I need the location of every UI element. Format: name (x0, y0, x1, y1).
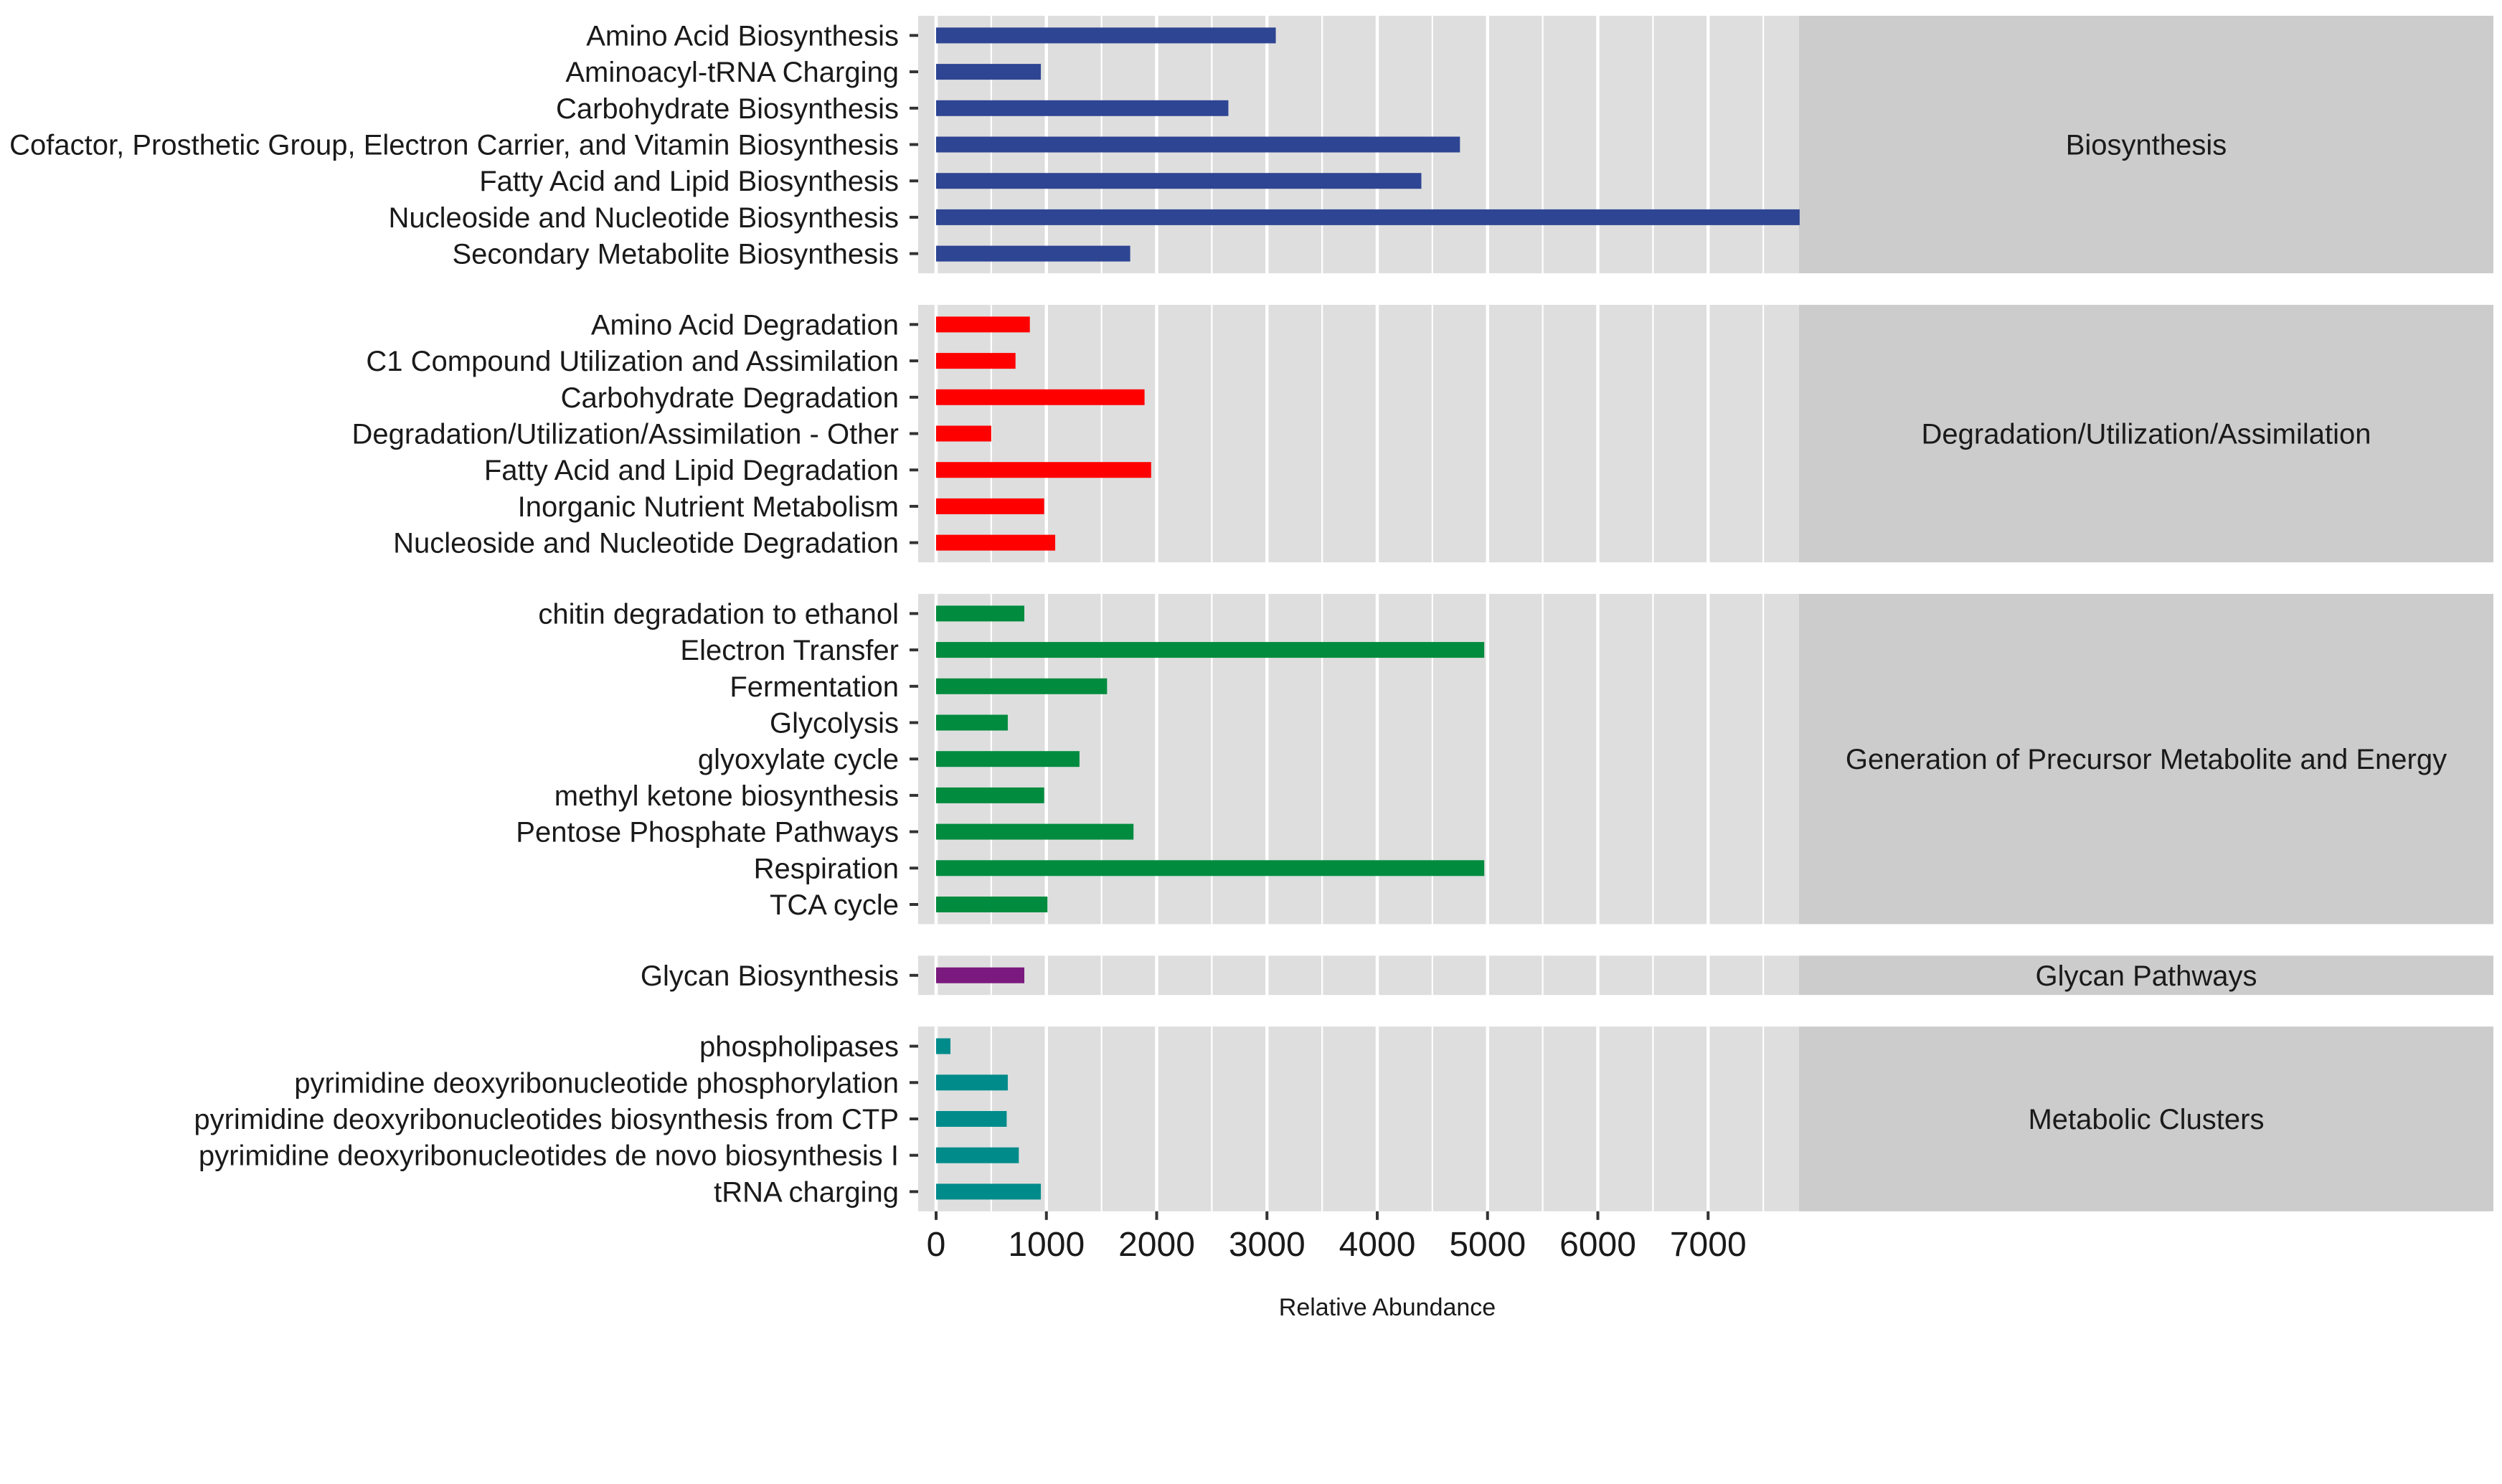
facet-strip-label: Generation of Precursor Metabolite and E… (1846, 744, 2447, 775)
category-label: Inorganic Nutrient Metabolism (518, 491, 899, 523)
bar-pyrimidine-deoxyribonucleotides-de-novo-biosynthesis-i[interactable] (936, 1147, 1019, 1163)
category-label: Glycolysis (770, 708, 899, 739)
facet-strip-label: Biosynthesis (2066, 130, 2227, 161)
category-label: Fatty Acid and Lipid Degradation (484, 455, 899, 486)
category-label: glyoxylate cycle (698, 744, 899, 775)
bar-fermentation[interactable] (936, 678, 1108, 694)
bar-degradation-utilization-assimilation-other[interactable] (936, 425, 991, 442)
bar-pyrimidine-deoxyribonucleotide-phosphorylation[interactable] (936, 1074, 1008, 1091)
bar-fatty-acid-and-lipid-biosynthesis[interactable] (936, 173, 1422, 189)
category-label: Fermentation (730, 671, 899, 703)
facet-strip-label: Metabolic Clusters (2028, 1104, 2264, 1135)
bar-pentose-phosphate-pathways[interactable] (936, 823, 1134, 840)
category-label: Glycan Biosynthesis (641, 960, 899, 992)
category-label: chitin degradation to ethanol (538, 598, 899, 630)
x-tick-label: 0 (927, 1226, 946, 1264)
facet-strip-generation-of-precursor-metabolite-and-energy (1799, 594, 2493, 925)
category-label: Amino Acid Degradation (591, 309, 899, 341)
bar-trna-charging[interactable] (936, 1183, 1042, 1200)
category-label: Amino Acid Biosynthesis (586, 20, 899, 52)
bar-nucleoside-and-nucleotide-biosynthesis[interactable] (936, 209, 1800, 225)
category-label: pyrimidine deoxyribonucleotides de novo … (199, 1140, 899, 1172)
x-tick-label: 2000 (1118, 1226, 1195, 1264)
bar-secondary-metabolite-biosynthesis[interactable] (936, 245, 1130, 262)
panel-background-degradation-utilization-assimilation (918, 305, 1799, 562)
category-label: Pentose Phosphate Pathways (516, 817, 899, 849)
category-label: Nucleoside and Nucleotide Biosynthesis (388, 202, 899, 234)
bar-carbohydrate-degradation[interactable] (936, 389, 1145, 405)
category-label: C1 Compound Utilization and Assimilation (366, 346, 899, 377)
category-label: Aminoacyl-tRNA Charging (565, 57, 899, 88)
category-label: pyrimidine deoxyribonucleotide phosphory… (294, 1067, 899, 1099)
bar-glycolysis[interactable] (936, 714, 1008, 731)
panel-background-glycan-pathways (918, 955, 1799, 996)
category-label: Fatty Acid and Lipid Biosynthesis (479, 166, 899, 197)
category-label: phospholipases (699, 1031, 899, 1063)
category-label: Secondary Metabolite Biosynthesis (452, 239, 899, 270)
category-label: Cofactor, Prosthetic Group, Electron Car… (9, 130, 899, 161)
bar-aminoacyl-trna-charging[interactable] (936, 64, 1042, 80)
category-label: pyrimidine deoxyribonucleotides biosynth… (194, 1104, 899, 1135)
facet-strip-metabolic-clusters (1799, 1026, 2493, 1211)
bar-glyoxylate-cycle[interactable] (936, 751, 1080, 767)
bar-methyl-ketone-biosynthesis[interactable] (936, 787, 1044, 803)
category-label: Carbohydrate Biosynthesis (556, 93, 899, 125)
category-label: Degradation/Utilization/Assimilation - O… (351, 419, 899, 450)
bar-carbohydrate-biosynthesis[interactable] (936, 100, 1229, 116)
bar-pyrimidine-deoxyribonucleotides-biosynthesis-from-ctp[interactable] (936, 1111, 1007, 1127)
category-label: Electron Transfer (680, 635, 899, 666)
x-tick-label: 1000 (1008, 1226, 1085, 1264)
bar-respiration[interactable] (936, 860, 1485, 876)
bar-fatty-acid-and-lipid-degradation[interactable] (936, 462, 1151, 478)
bar-glycan-biosynthesis[interactable] (936, 967, 1024, 983)
panel-background-metabolic-clusters (918, 1026, 1799, 1211)
facet-strip-label: Degradation/Utilization/Assimilation (1922, 419, 2371, 450)
facet-strip-label: Glycan Pathways (2035, 960, 2257, 992)
category-label: Nucleoside and Nucleotide Degradation (393, 528, 899, 559)
x-tick-label: 4000 (1339, 1226, 1416, 1264)
category-label: methyl ketone biosynthesis (554, 780, 899, 812)
x-tick-label: 5000 (1449, 1226, 1526, 1264)
bar-amino-acid-biosynthesis[interactable] (936, 27, 1276, 44)
x-tick-label: 3000 (1229, 1226, 1306, 1264)
bar-c1-compound-utilization-and-assimilation[interactable] (936, 353, 1016, 369)
category-label: tRNA charging (714, 1176, 899, 1208)
bar-amino-acid-degradation[interactable] (936, 316, 1030, 333)
category-label: TCA cycle (770, 889, 899, 921)
bar-tca-cycle[interactable] (936, 897, 1048, 912)
bar-phospholipases[interactable] (936, 1038, 950, 1054)
category-label: Carbohydrate Degradation (561, 382, 899, 414)
facet-strip-biosynthesis (1799, 16, 2493, 273)
bar-chitin-degradation-to-ethanol[interactable] (936, 605, 1024, 622)
bar-nucleoside-and-nucleotide-degradation[interactable] (936, 534, 1056, 551)
x-tick-label: 6000 (1559, 1226, 1636, 1264)
facet-strip-degradation-utilization-assimilation (1799, 305, 2493, 562)
x-axis-title: Relative Abundance (1279, 1294, 1496, 1321)
facet-strip-glycan-pathways (1799, 955, 2493, 996)
bar-inorganic-nutrient-metabolism[interactable] (936, 498, 1044, 514)
x-tick-label: 7000 (1670, 1226, 1747, 1264)
bar-electron-transfer[interactable] (936, 642, 1485, 658)
bar-cofactor-prosthetic-group-electron-carrier-and-vitamin-biosynthesis[interactable] (936, 136, 1460, 153)
category-label: Respiration (754, 853, 899, 884)
